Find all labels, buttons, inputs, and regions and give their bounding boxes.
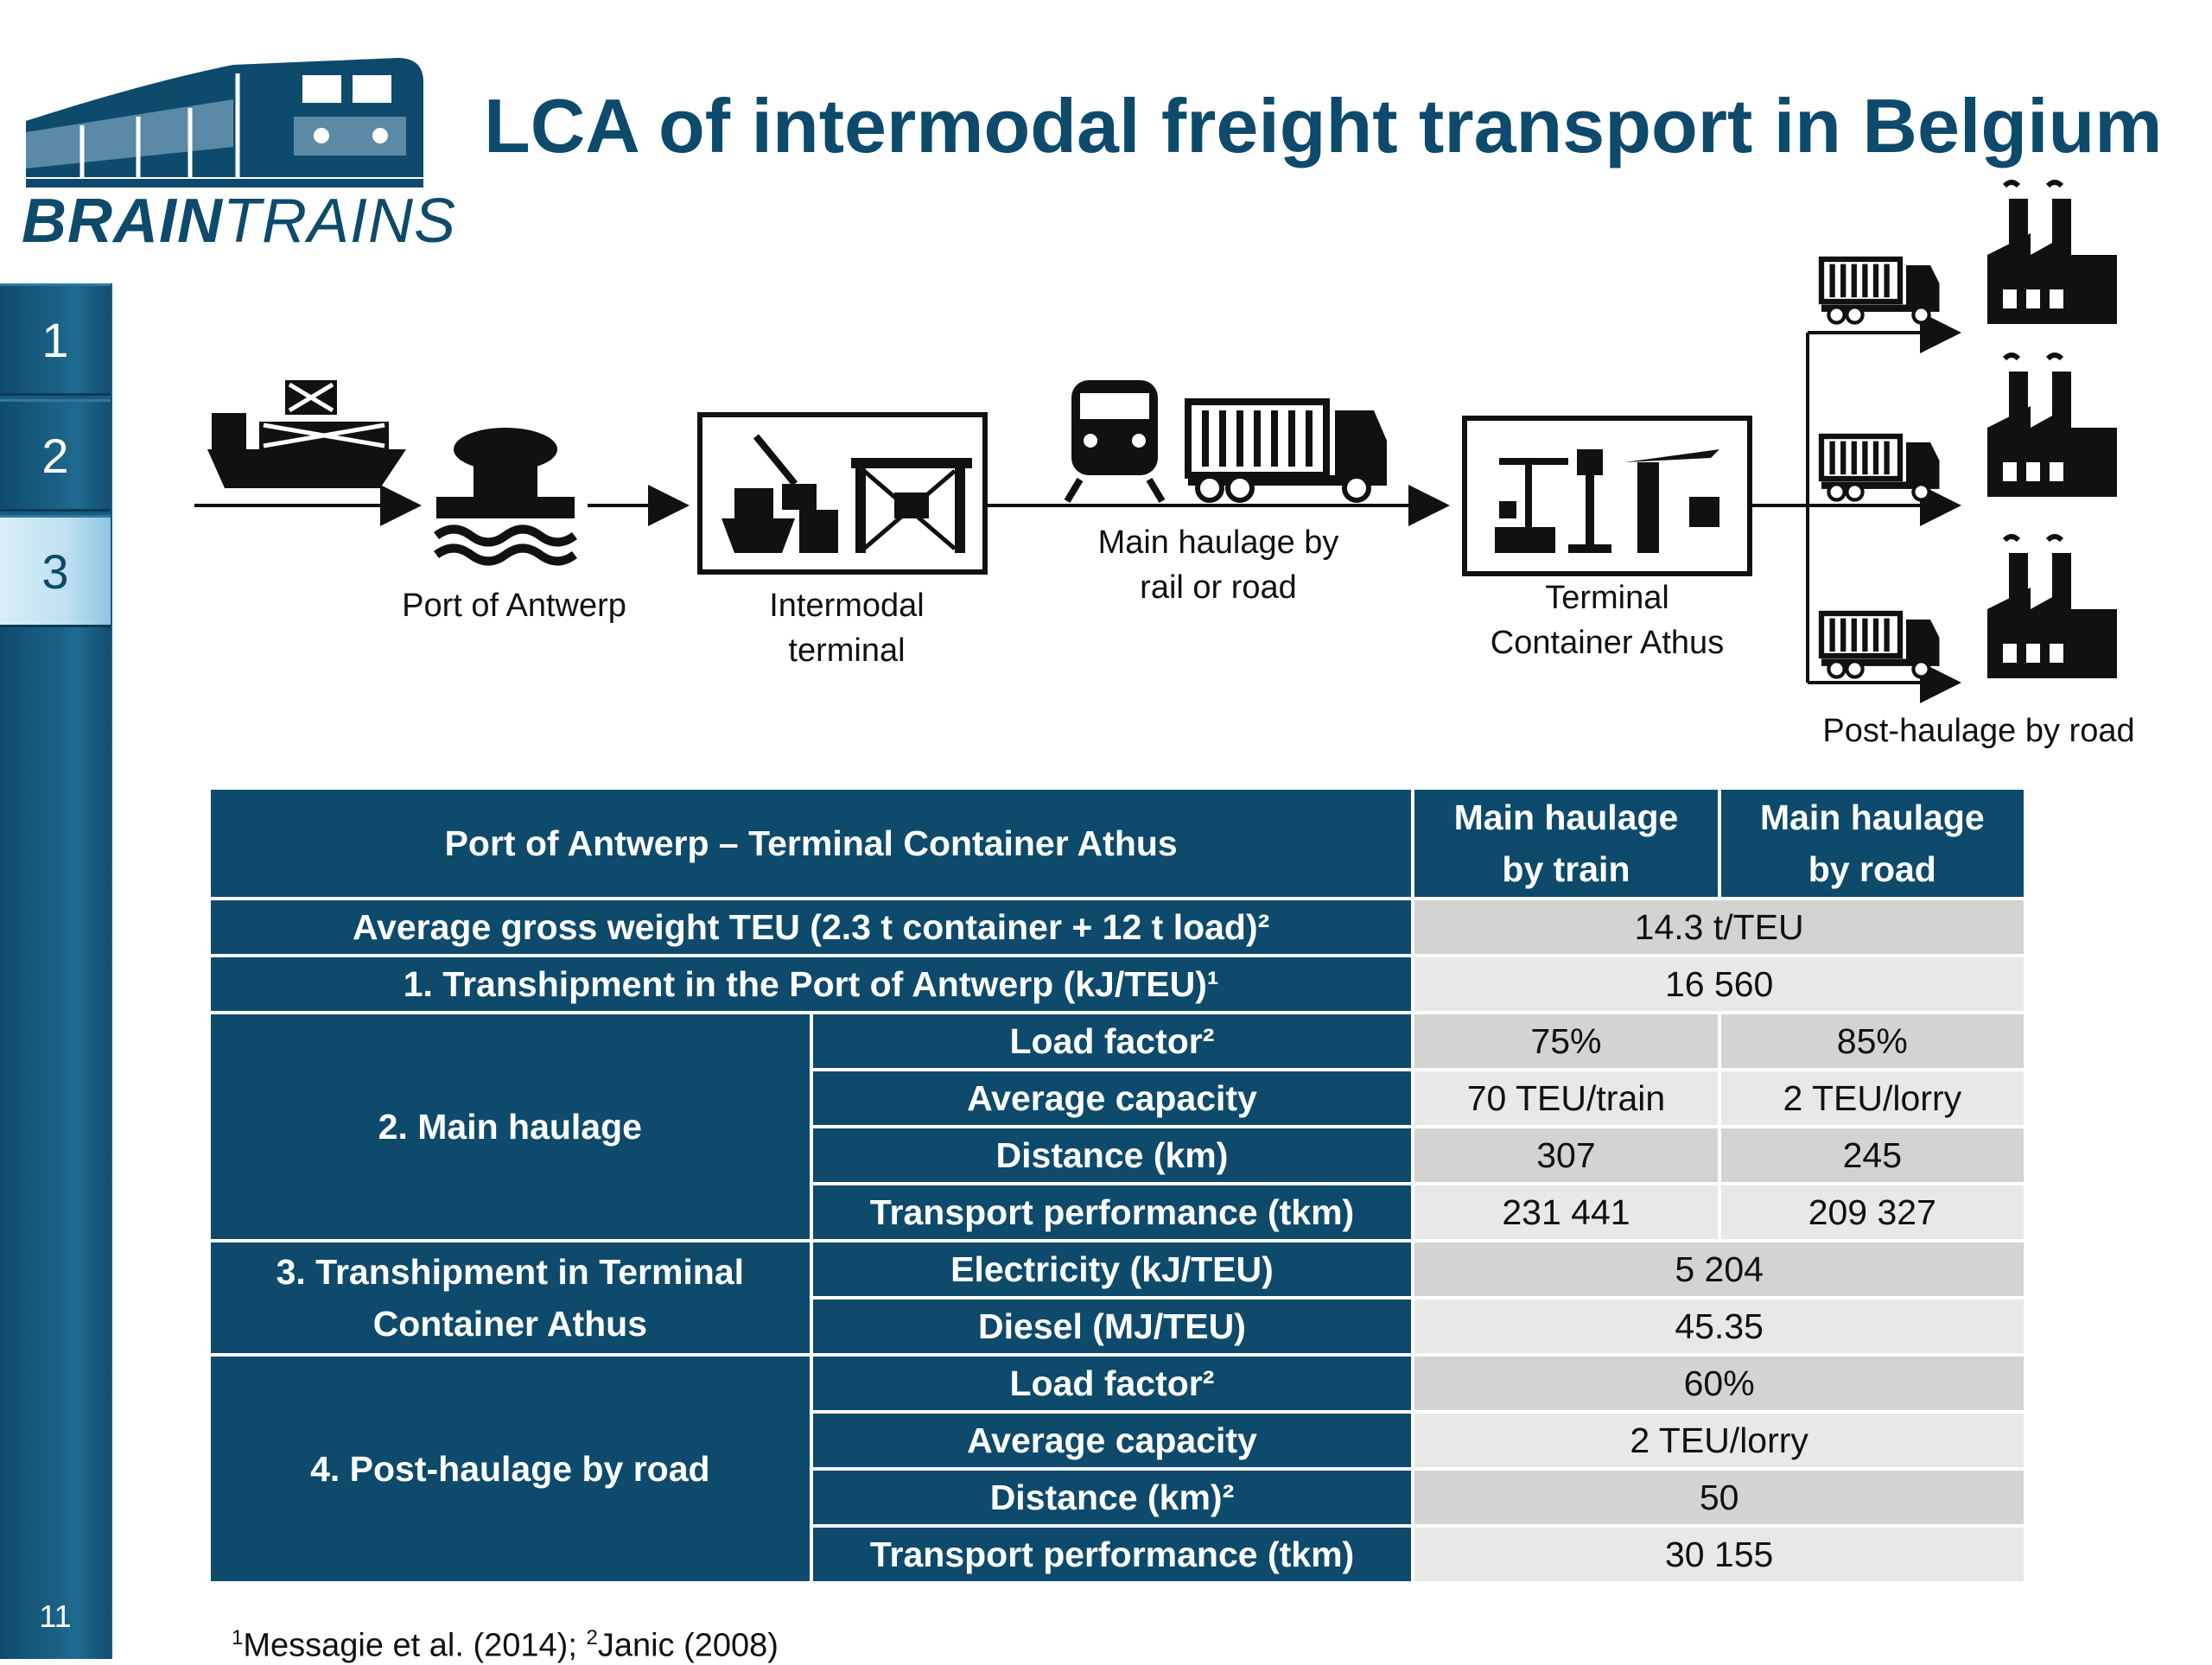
terminal-container-athus-label: Terminal Container Athus — [1490, 580, 1725, 661]
side-navigation: 1 2 3 — [0, 283, 112, 1659]
flow-arrows — [194, 312, 1961, 703]
mh-load-factor-label: Load factor² — [812, 1014, 1412, 1068]
ph-load-factor-value: 60% — [1414, 1357, 2024, 1410]
port-crane-icon — [697, 412, 988, 575]
intermodal-terminal-label: Intermodal terminal — [769, 588, 925, 669]
ph-distance-label: Distance (km)² — [812, 1471, 1412, 1524]
nav-item-2[interactable]: 2 — [0, 399, 111, 512]
table-row: 2. Main haulage Load factor² 75% 85% — [211, 1014, 2024, 1239]
ph-performance-label: Transport performance (tkm) — [812, 1528, 1412, 1581]
mh-load-factor-train: 75% — [1414, 1014, 1718, 1068]
tranship-athus-group: 3. Transhipment in Terminal Container Ath… — [211, 1242, 810, 1353]
ship-icon — [207, 380, 406, 488]
brand-name: BRAINTRAINS — [22, 187, 457, 256]
table-row: Distance (km)² 50 — [211, 1471, 2024, 1524]
table-row: 3. Transhipment in Terminal Container Ath… — [211, 1242, 2024, 1353]
header-main-haulage-train: Main haulage by train — [1414, 790, 1718, 897]
ph-distance-value: 50 — [1414, 1471, 2024, 1524]
tranship-antwerp-value: 16 560 — [1414, 957, 2024, 1011]
references-footnote: 1Messagie et al. (2014); 2Janic (2008) — [232, 1626, 779, 1664]
mh-capacity-label: Average capacity — [812, 1071, 1412, 1125]
ph-performance-value: 30 155 — [1414, 1528, 2024, 1581]
table-row: Distance (km) 307 245 — [211, 1128, 2024, 1182]
gross-weight-value: 14.3 t/TEU — [1414, 900, 2024, 954]
table-row: 1. Transhipment in the Port of Antwerp (… — [211, 957, 2024, 1011]
ph-capacity-label: Average capacity — [812, 1414, 1412, 1467]
mh-capacity-road: 2 TEU/lorry — [1720, 1071, 2024, 1125]
electricity-label: Electricity (kJ/TEU) — [812, 1242, 1412, 1296]
port-of-antwerp-label: Port of Antwerp — [402, 588, 626, 624]
truck-icon — [1818, 433, 1940, 502]
diesel-label: Diesel (MJ/TEU) — [812, 1300, 1412, 1353]
table-row: Average gross weight TEU (2.3 t containe… — [211, 900, 2024, 954]
table-row: Average capacity 70 TEU/train 2 TEU/lorr… — [211, 1071, 2024, 1125]
truck-icon — [1185, 398, 1387, 503]
locomotive-icon — [1064, 380, 1166, 504]
mh-distance-road: 245 — [1720, 1128, 2024, 1182]
factory-icon — [1987, 180, 2117, 324]
nav-item-1[interactable]: 1 — [0, 283, 111, 396]
table-header-row: Port of Antwerp – Terminal Container Ath… — [211, 790, 2024, 897]
transport-flow-diagram — [194, 180, 2117, 703]
mh-load-factor-road: 85% — [1720, 1014, 2024, 1068]
factory-icon — [1987, 353, 2117, 497]
table-row: 4. Post-haulage by road Load factor² 60% — [211, 1357, 2024, 1581]
slide-title: LCA of intermodal freight transport in B… — [484, 83, 2163, 168]
ph-load-factor-label: Load factor² — [812, 1357, 1412, 1410]
lca-parameters-table: Port of Antwerp – Terminal Container Ath… — [207, 786, 2027, 1585]
header-main-haulage-road: Main haulage by road — [1720, 790, 2024, 897]
mh-distance-train: 307 — [1414, 1128, 1718, 1182]
table-row: Diesel (MJ/TEU) 45.35 — [211, 1300, 2024, 1353]
post-haulage-label: Post-haulage by road — [1822, 713, 2135, 749]
header-route: Port of Antwerp – Terminal Container Ath… — [211, 790, 1412, 897]
truck-icon — [1818, 256, 1940, 325]
bollard-icon — [434, 428, 577, 566]
diesel-value: 45.35 — [1414, 1300, 2024, 1353]
table-row: Transport performance (tkm) 231 441 209 … — [211, 1185, 2024, 1239]
main-haulage-group: 2. Main haulage — [211, 1014, 810, 1239]
factory-icon — [1987, 534, 2117, 678]
mh-performance-label: Transport performance (tkm) — [812, 1185, 1412, 1239]
mh-performance-road: 209 327 — [1720, 1185, 2024, 1239]
electricity-value: 5 204 — [1414, 1242, 2024, 1296]
truck-icon — [1818, 610, 1940, 679]
terminal-crane-icon — [1462, 416, 1752, 576]
mh-capacity-train: 70 TEU/train — [1414, 1071, 1718, 1125]
main-haulage-label: Main haulage by rail or road — [1097, 524, 1339, 606]
nav-filler — [0, 627, 111, 1659]
page-number: 11 — [39, 1598, 72, 1634]
ph-capacity-value: 2 TEU/lorry — [1414, 1414, 2024, 1467]
mh-distance-label: Distance (km) — [812, 1128, 1412, 1182]
mh-performance-train: 231 441 — [1414, 1185, 1718, 1239]
table-row: Average capacity 2 TEU/lorry — [211, 1414, 2024, 1467]
nav-item-3[interactable]: 3 — [0, 515, 111, 627]
train-logo-icon — [26, 58, 423, 187]
tranship-antwerp-label: 1. Transhipment in the Port of Antwerp (… — [211, 957, 1412, 1011]
braintrains-logo — [26, 58, 423, 187]
table-row: Transport performance (tkm) 30 155 — [211, 1528, 2024, 1581]
post-haulage-group: 4. Post-haulage by road — [211, 1357, 810, 1581]
gross-weight-label: Average gross weight TEU (2.3 t containe… — [211, 900, 1412, 954]
